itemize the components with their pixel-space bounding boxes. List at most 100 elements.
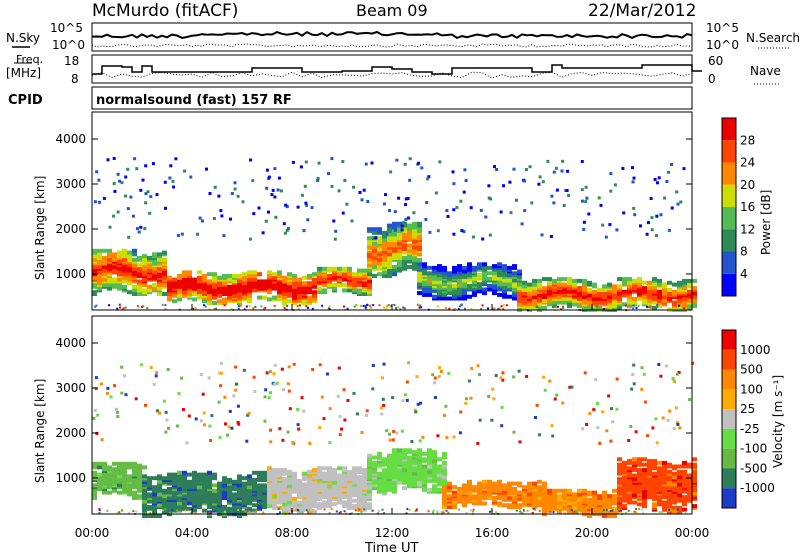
velocity-cell — [197, 472, 202, 477]
velocity-cell — [557, 505, 562, 509]
velocity-cell — [432, 462, 437, 467]
velocity-cell — [355, 412, 359, 416]
velocity-cell — [122, 479, 127, 484]
velocity-cell — [92, 416, 96, 420]
velocity-cell — [410, 440, 414, 443]
power-cell — [169, 164, 173, 168]
power-cell — [567, 302, 572, 307]
power-cell — [627, 295, 632, 300]
power-cell — [198, 216, 202, 220]
velocity-cell — [612, 488, 617, 493]
velocity-cell — [342, 466, 347, 471]
velocity-cell — [244, 510, 247, 513]
velocity-cell — [632, 363, 636, 367]
velocity-cell — [492, 496, 497, 500]
velocity-cell — [627, 466, 632, 471]
velocity-cell — [328, 407, 332, 411]
power-cell — [452, 283, 457, 288]
power-cell — [487, 287, 492, 292]
power-cell — [152, 266, 157, 271]
power-cell — [142, 261, 147, 266]
power-cell — [317, 286, 322, 291]
velocity-cell — [328, 441, 332, 445]
power-cell — [370, 161, 374, 165]
velocity-cell — [234, 388, 238, 392]
power-cell — [212, 272, 217, 277]
velocity-cell — [234, 365, 238, 369]
velocity-cell — [487, 496, 492, 500]
power-cell — [242, 277, 247, 282]
velocity-cell — [427, 487, 432, 492]
power-cell — [667, 291, 672, 296]
power-cell — [657, 278, 662, 283]
power-cell — [481, 237, 485, 241]
velocity-cell — [592, 408, 596, 412]
velocity-cell — [147, 476, 152, 481]
velocity-cell — [272, 468, 277, 473]
velocity-cell — [476, 441, 480, 445]
velocity-cell — [432, 450, 437, 455]
power-cell — [615, 228, 619, 232]
power-cell — [417, 234, 422, 239]
velocity-cell — [512, 481, 517, 486]
power-cell — [495, 168, 499, 171]
velocity-cell — [417, 448, 422, 453]
power-cell — [407, 265, 412, 269]
power-cell — [557, 277, 562, 282]
velocity-cell — [609, 439, 613, 443]
power-cell — [227, 277, 232, 282]
power-cell — [392, 268, 397, 273]
velocity-ytick-label: 4000 — [55, 336, 86, 350]
power-cell — [580, 188, 584, 192]
power-cell — [382, 257, 387, 262]
power-cell — [292, 281, 297, 286]
velocity-cell — [662, 469, 667, 474]
velocity-colorbar-swatch — [722, 468, 736, 489]
power-cell — [384, 307, 387, 310]
power-cell — [352, 185, 356, 189]
velocity-cell — [269, 440, 273, 444]
power-cell — [395, 306, 398, 309]
velocity-cell — [192, 470, 197, 475]
power-cell — [180, 232, 184, 236]
power-cell — [167, 275, 172, 280]
power-cell — [404, 197, 408, 201]
power-cell — [392, 272, 397, 277]
power-cell — [538, 175, 542, 179]
velocity-cell — [207, 503, 212, 508]
power-cell — [362, 292, 367, 296]
power-cell — [542, 286, 547, 291]
velocity-cell — [262, 470, 267, 475]
power-cell — [676, 202, 680, 206]
velocity-cell — [596, 402, 599, 405]
power-cell — [151, 162, 155, 166]
velocity-cell — [478, 373, 481, 376]
power-cell — [393, 210, 397, 214]
velocity-cell — [197, 476, 202, 481]
velocity-cell — [452, 497, 457, 502]
power-cell — [452, 294, 457, 299]
power-cell — [286, 304, 289, 307]
velocity-cell — [464, 401, 468, 405]
power-cell — [672, 300, 677, 305]
power-cell — [305, 204, 309, 207]
velocity-cell — [412, 468, 417, 473]
velocity-cell — [487, 395, 491, 398]
power-cell — [407, 259, 412, 264]
power-ylabel: Slant Range [km] — [33, 176, 47, 280]
velocity-cell — [537, 499, 542, 504]
velocity-cell — [431, 373, 435, 377]
power-cell — [307, 281, 312, 286]
velocity-cell — [439, 370, 443, 373]
velocity-cell — [322, 500, 327, 505]
velocity-cell — [552, 511, 555, 513]
velocity-cell — [651, 426, 655, 430]
velocity-cell — [392, 451, 397, 456]
power-cell — [427, 287, 432, 292]
velocity-cell — [388, 438, 392, 442]
velocity-cell — [282, 468, 287, 473]
power-cell — [442, 265, 447, 270]
velocity-cell — [378, 509, 380, 512]
power-cell — [487, 196, 491, 200]
velocity-cell — [654, 417, 658, 421]
